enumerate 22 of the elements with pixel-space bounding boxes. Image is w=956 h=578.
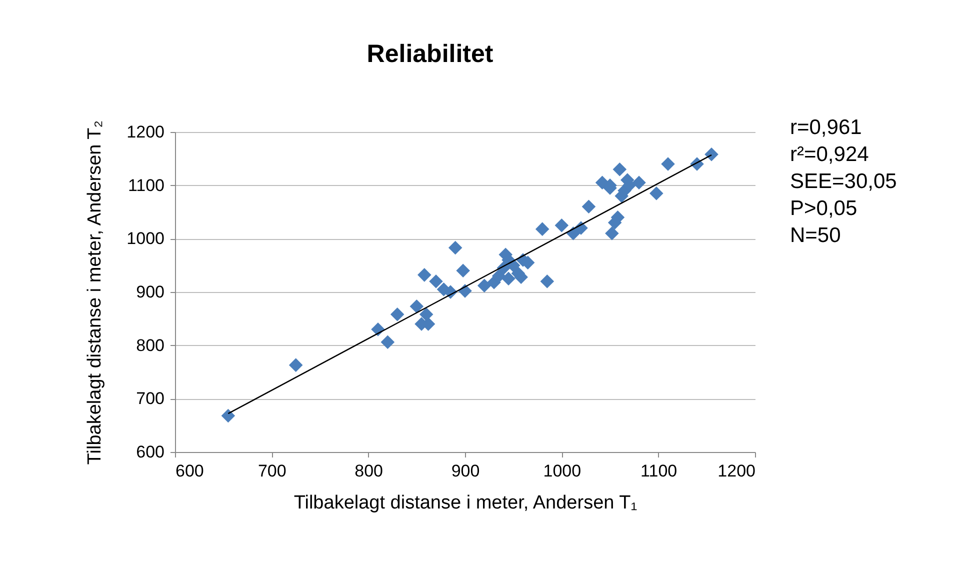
text: P>0,05 — [790, 196, 858, 222]
chart-title: Reliabilitet — [366, 40, 494, 68]
x-tick-label: 700 — [258, 462, 286, 480]
x-tick-label: 1000 — [543, 462, 582, 480]
text: r²=0,924 — [790, 142, 870, 168]
y-tick-label: 1000 — [126, 229, 164, 248]
x-tick-label: 1100 — [640, 462, 678, 480]
text: r=0,961 — [790, 115, 863, 141]
text: N=50 — [790, 223, 842, 249]
x-tick-label: 1200 — [718, 462, 756, 480]
x-tick-label: 900 — [451, 462, 480, 480]
y-tick-label: 800 — [136, 336, 164, 355]
x-tick-label: 800 — [354, 462, 384, 480]
y-tick-label: 1100 — [128, 176, 164, 195]
x-tick-label: 600 — [176, 462, 204, 480]
text: SEE=30,05 — [790, 169, 897, 195]
y-tick-label: 700 — [136, 389, 164, 408]
x-axis-title: Tilbakelagt distanse i meter, Andersen T₁ — [294, 492, 638, 514]
y-tick-label: 1200 — [126, 122, 164, 142]
y-tick-label: 600 — [136, 442, 164, 462]
y-tick-label: 900 — [136, 282, 164, 302]
y-axis-title: Tilbakelagt distanse i meter, Andersen T₂ — [84, 120, 106, 465]
